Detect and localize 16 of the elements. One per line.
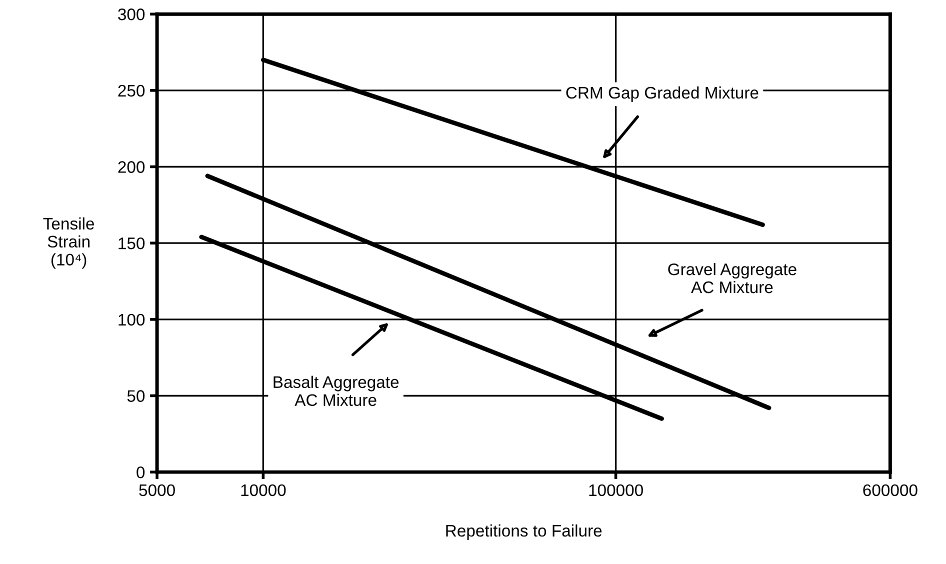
annotation: Basalt Aggregate AC Mixture — [274, 376, 399, 406]
annotation: Gravel Aggregate AC Mixture — [668, 263, 796, 294]
y-tick-label: 200 — [118, 161, 145, 173]
x-tick-label: 600000 — [863, 484, 918, 496]
x-tick-label: 10000 — [241, 484, 286, 496]
y-axis-title: Tensile Strain (10⁴) — [43, 217, 94, 269]
annotation: CRM Gap Graded Mixture — [566, 86, 758, 102]
y-tick-label: 150 — [118, 237, 145, 250]
x-axis-title: Repetitions to Failure — [446, 524, 602, 540]
y-tick-label: 250 — [118, 84, 145, 97]
y-tick-label: 50 — [127, 390, 145, 402]
y-tick-label: 100 — [118, 314, 145, 326]
x-tick-label: 5000 — [139, 484, 175, 496]
y-tick-label: 0 — [136, 466, 145, 478]
x-tick-label: 100000 — [589, 484, 643, 496]
y-tick-label: 300 — [118, 8, 145, 20]
